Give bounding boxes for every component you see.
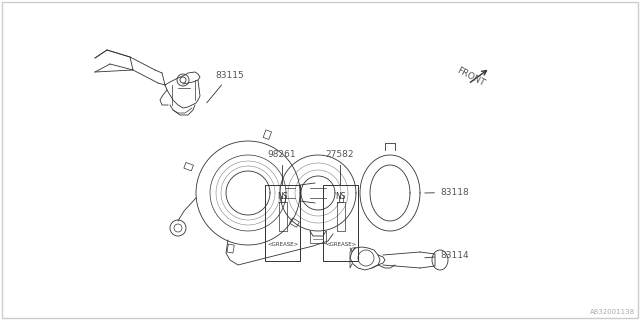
- Bar: [227, 244, 234, 253]
- Text: 83115: 83115: [207, 71, 244, 103]
- Bar: [323, 185, 358, 261]
- Bar: [265, 185, 300, 261]
- Text: 83114: 83114: [425, 251, 468, 260]
- Text: NS: NS: [335, 192, 346, 201]
- Text: 83118: 83118: [425, 188, 468, 197]
- Bar: [263, 130, 271, 140]
- Text: NS: NS: [277, 192, 288, 201]
- Text: 27582: 27582: [326, 150, 355, 159]
- Text: <GREASE>: <GREASE>: [325, 242, 356, 247]
- Text: <GREASE>: <GREASE>: [267, 242, 298, 247]
- Bar: [289, 218, 300, 227]
- Text: A832001138: A832001138: [590, 309, 635, 315]
- Text: 98261: 98261: [268, 150, 296, 159]
- Bar: [184, 163, 193, 171]
- Text: FRONT: FRONT: [455, 66, 486, 88]
